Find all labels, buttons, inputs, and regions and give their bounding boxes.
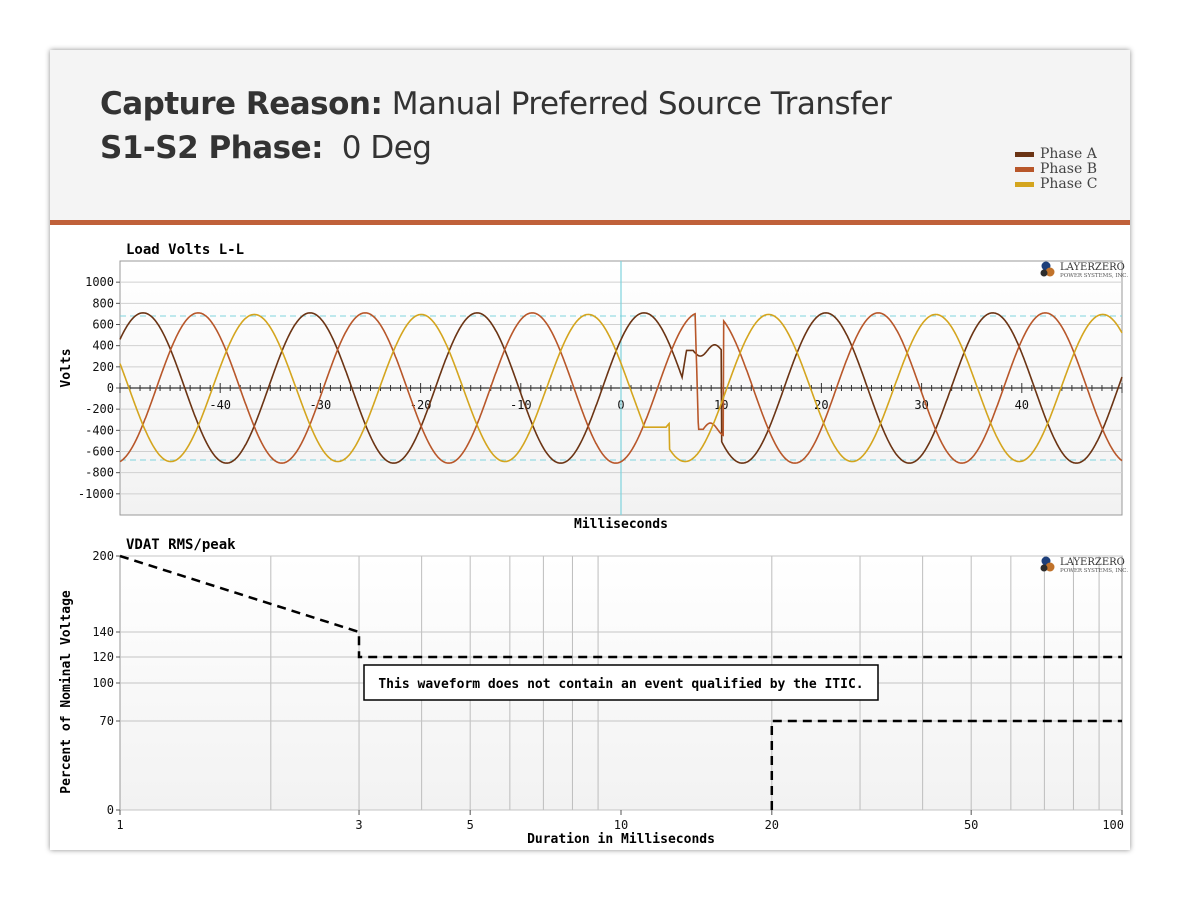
volts-logo-tagline: POWER SYSTEMS, INC. [1060,273,1128,279]
vdat-y-tick-label: 100 [92,676,114,690]
vdat-x-tick-label: 1 [116,818,123,832]
volts-y-tick-label: 200 [92,360,114,374]
phase-angle: S1-S2 Phase: 0 Deg [100,130,432,166]
volts-y-tick-label: 400 [92,339,114,353]
volts-x-tick-label: -40 [209,398,231,412]
volts-x-tick-label: -10 [510,398,532,412]
load-volts-chart: 1000 800 600 400 200 0 -200 -400 -600 -800 -1000 -4… [59,242,1128,532]
volts-y-tick-label: -200 [85,402,114,416]
volts-x-tick-label: -30 [310,398,332,412]
vdat-x-axis-label: Duration in Milliseconds [527,832,715,847]
volts-x-axis-label: Milliseconds [574,517,668,532]
legend-item-phase-a: Phase A [1015,147,1097,162]
volts-y-tick-label: -800 [85,466,114,480]
vdat-annotation-box [363,664,879,701]
vdat-logo-tagline: POWER SYSTEMS, INC. [1060,568,1128,574]
volts-series-phase-a [119,312,1123,464]
volts-y-tick-label: -600 [85,445,114,459]
vdat-x-tick-label: 10 [614,818,628,832]
volts-x-tick-label: 40 [1015,398,1029,412]
volts-y-tick-label: -1000 [78,487,114,501]
vdat-chart-title: VDAT RMS/peak [126,537,236,553]
vdat-y-axis-label: Percent of Nominal Voltage [59,590,74,794]
capture-reason: Capture Reason: Manual Preferred Source … [100,86,892,122]
vdat-x-tick-label: 100 [1102,818,1124,832]
vdat-y-tick-label: 200 [92,549,114,563]
volts-y-axis-label: Volts [59,348,74,387]
vdat-logo-brand: LAYERZERO [1060,557,1125,568]
vdat-x-tick-label: 50 [964,818,978,832]
volts-y-tick-label: 600 [92,318,114,332]
vdat-x-tick-label: 5 [467,818,474,832]
report-header: Capture Reason: Manual Preferred Source … [50,50,1130,220]
volts-series-phase-b [119,312,1123,464]
vdat-y-tick-label: 0 [107,803,114,817]
volts-y-tick-label: -400 [85,423,114,437]
vdat-chart: 200 140 120 100 70 01 3 5 10 20 50 100 This waveform… [59,537,1128,847]
legend: Phase A Phase B Phase C [1015,147,1097,192]
legend-item-phase-b: Phase B [1015,162,1097,177]
vdat-x-tick-label: 20 [765,818,779,832]
vdat-annotation-text: This waveform does not contain an event … [378,677,863,692]
volts-logo-brand: LAYERZERO [1060,262,1125,273]
volts-chart-title: Load Volts L-L [126,242,244,258]
vdat-y-tick-label: 120 [92,650,114,664]
vdat-y-tick-label: 140 [92,625,114,639]
vdat-envelope-lower [770,719,1122,810]
vdat-envelope-upper [119,554,1122,659]
legend-item-phase-c: Phase C [1015,177,1097,192]
volts-x-tick-label: -20 [410,398,432,412]
volts-y-tick-label: 0 [107,381,114,395]
vdat-y-tick-label: 70 [100,714,114,728]
volts-series-phase-c [119,313,1123,463]
volts-y-tick-label: 800 [92,296,114,310]
header-divider [50,220,1130,225]
vdat-x-tick-label: 3 [355,818,362,832]
volts-y-tick-label: 1000 [85,275,114,289]
